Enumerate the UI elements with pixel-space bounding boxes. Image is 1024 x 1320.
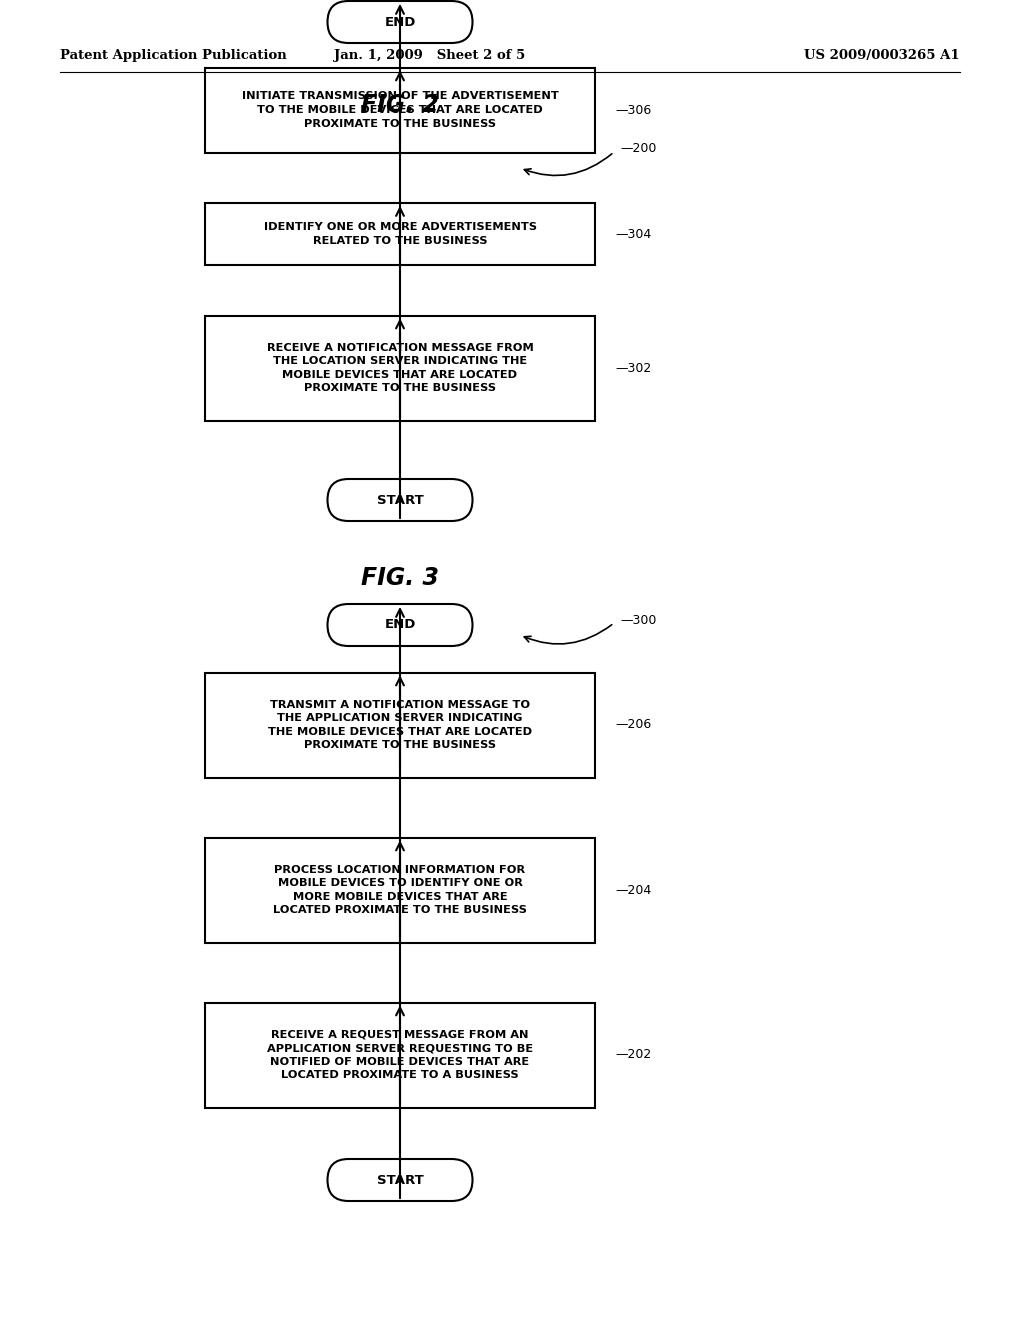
Text: START: START bbox=[377, 494, 423, 507]
Text: TRANSMIT A NOTIFICATION MESSAGE TO
THE APPLICATION SERVER INDICATING
THE MOBILE : TRANSMIT A NOTIFICATION MESSAGE TO THE A… bbox=[268, 700, 532, 750]
Text: —202: —202 bbox=[615, 1048, 651, 1061]
Text: RECEIVE A REQUEST MESSAGE FROM AN
APPLICATION SERVER REQUESTING TO BE
NOTIFIED O: RECEIVE A REQUEST MESSAGE FROM AN APPLIC… bbox=[267, 1030, 534, 1080]
Bar bbox=[205, 203, 595, 265]
Bar bbox=[205, 672, 595, 777]
Text: END: END bbox=[384, 16, 416, 29]
FancyBboxPatch shape bbox=[328, 1159, 472, 1201]
Text: —206: —206 bbox=[615, 718, 651, 731]
Bar bbox=[205, 315, 595, 421]
Text: PROCESS LOCATION INFORMATION FOR
MOBILE DEVICES TO IDENTIFY ONE OR
MORE MOBILE D: PROCESS LOCATION INFORMATION FOR MOBILE … bbox=[273, 865, 527, 915]
Text: —302: —302 bbox=[615, 362, 651, 375]
Text: —300: —300 bbox=[620, 614, 656, 627]
Text: RECEIVE A NOTIFICATION MESSAGE FROM
THE LOCATION SERVER INDICATING THE
MOBILE DE: RECEIVE A NOTIFICATION MESSAGE FROM THE … bbox=[266, 343, 534, 393]
Text: —204: —204 bbox=[615, 883, 651, 896]
Bar bbox=[205, 837, 595, 942]
Bar bbox=[205, 67, 595, 153]
Text: FIG. 2: FIG. 2 bbox=[361, 92, 439, 117]
Text: END: END bbox=[384, 619, 416, 631]
FancyBboxPatch shape bbox=[328, 1, 472, 44]
Text: FIG. 3: FIG. 3 bbox=[361, 566, 439, 590]
Text: —306: —306 bbox=[615, 103, 651, 116]
FancyBboxPatch shape bbox=[328, 479, 472, 521]
FancyBboxPatch shape bbox=[328, 605, 472, 645]
Text: Patent Application Publication: Patent Application Publication bbox=[60, 49, 287, 62]
Text: INITIATE TRANSMISSION OF THE ADVERTISEMENT
TO THE MOBILE DEVICES THAT ARE LOCATE: INITIATE TRANSMISSION OF THE ADVERTISEME… bbox=[242, 91, 558, 128]
Text: —304: —304 bbox=[615, 227, 651, 240]
Text: —200: —200 bbox=[620, 141, 656, 154]
Text: IDENTIFY ONE OR MORE ADVERTISEMENTS
RELATED TO THE BUSINESS: IDENTIFY ONE OR MORE ADVERTISEMENTS RELA… bbox=[263, 222, 537, 246]
Bar bbox=[205, 1002, 595, 1107]
Text: Jan. 1, 2009   Sheet 2 of 5: Jan. 1, 2009 Sheet 2 of 5 bbox=[335, 49, 525, 62]
Text: US 2009/0003265 A1: US 2009/0003265 A1 bbox=[805, 49, 961, 62]
Text: START: START bbox=[377, 1173, 423, 1187]
